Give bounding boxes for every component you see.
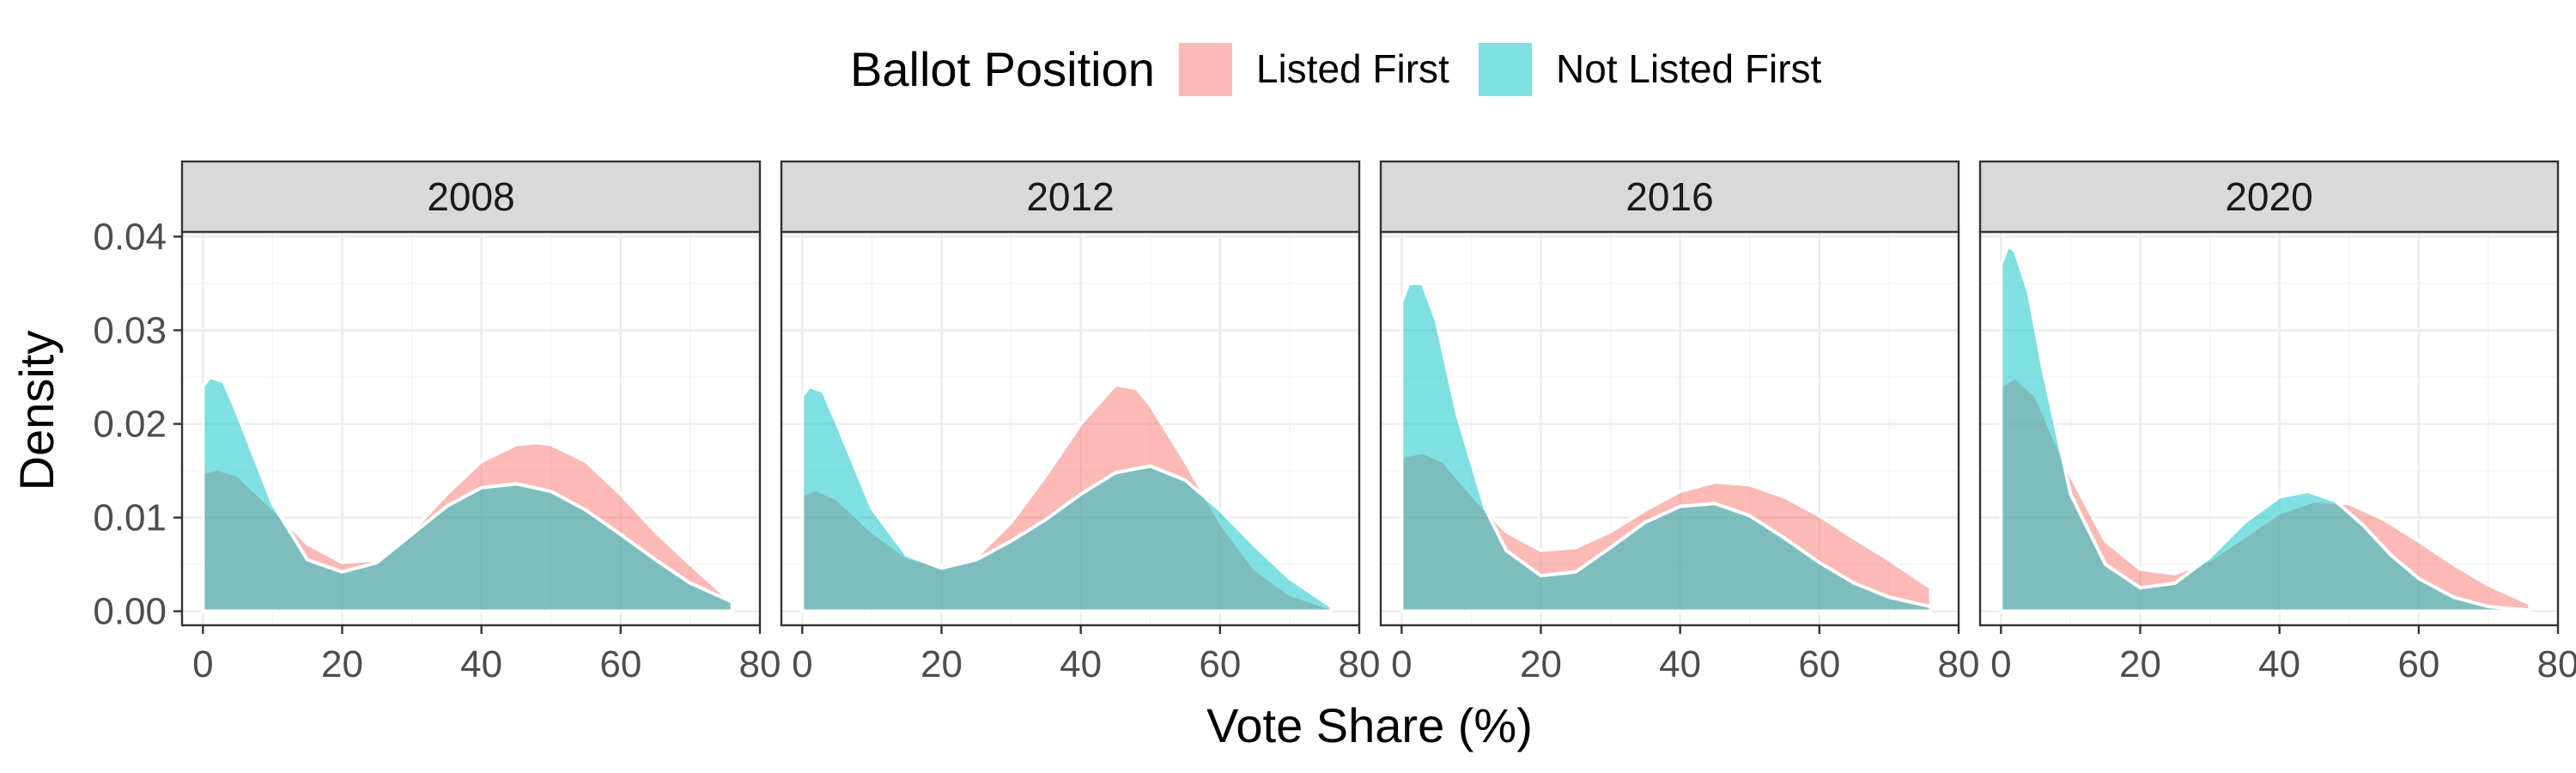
legend-title: Ballot Position <box>850 42 1155 96</box>
legend-label-0: Listed First <box>1256 46 1449 91</box>
panel-2016: 2016 0 20 40 60 80 <box>1379 160 1980 685</box>
panel-2008: 2008 0 20 40 60 80 <box>180 160 781 685</box>
x-axis-title: Vote Share (%) <box>1206 698 1533 752</box>
x-tick-label: 20 <box>920 643 963 685</box>
x-tick-label: 40 <box>460 643 502 685</box>
x-tick-label: 80 <box>1339 643 1381 685</box>
x-tick-label: 60 <box>1798 643 1840 685</box>
x-tick-label: 80 <box>1938 643 1980 685</box>
y-axis: 0.00 0.01 0.02 0.03 0.04 <box>93 216 182 633</box>
legend-label-1: Not Listed First <box>1556 46 1822 91</box>
x-tick-label: 0 <box>192 643 213 685</box>
x-tick-label: 0 <box>1391 643 1412 685</box>
y-tick-label: 0.04 <box>93 216 167 258</box>
area-not-listed-first <box>1999 244 2532 613</box>
x-tick-label: 20 <box>321 643 363 685</box>
y-tick-label: 0.02 <box>93 404 167 446</box>
x-tick-label: 0 <box>792 643 812 685</box>
legend-items: Listed First Not Listed First <box>1178 43 1822 96</box>
x-tick-label: 0 <box>1990 643 2011 685</box>
area-not-listed-first <box>800 384 1334 613</box>
legend: Ballot Position Listed First Not Listed F… <box>850 42 1822 96</box>
y-axis-title: Density <box>9 331 64 491</box>
strip-label: 2016 <box>1625 174 1713 219</box>
x-tick-label: 80 <box>739 643 781 685</box>
legend-key-1 <box>1479 43 1533 96</box>
y-tick-label: 0.01 <box>93 497 167 539</box>
x-tick-label: 40 <box>1060 643 1102 685</box>
strip-background <box>1978 160 2560 234</box>
area-not-listed-first <box>1400 281 1933 613</box>
y-tick-label: 0.03 <box>93 310 167 352</box>
strip-background <box>1379 160 1960 234</box>
x-tick-label: 60 <box>1199 643 1241 685</box>
y-tick-label: 0.00 <box>93 591 167 633</box>
area-not-listed-first <box>201 375 734 613</box>
x-tick-label: 40 <box>2258 643 2300 685</box>
x-tick-label: 60 <box>599 643 641 685</box>
strip-label: 2012 <box>1026 174 1114 219</box>
legend-key-0 <box>1178 43 1232 96</box>
x-tick-label: 20 <box>2119 643 2161 685</box>
panel-2020: 2020 0 20 40 60 80 <box>1978 160 2576 685</box>
strip-background <box>780 160 1361 234</box>
x-tick-label: 80 <box>2537 643 2576 685</box>
x-tick-label: 20 <box>1520 643 1562 685</box>
x-tick-label: 60 <box>2397 643 2439 685</box>
x-tick-label: 40 <box>1659 643 1701 685</box>
strip-label: 2008 <box>427 174 514 219</box>
strip-background <box>180 160 762 234</box>
strip-label: 2020 <box>2225 174 2312 219</box>
panel-2012: 2012 0 20 40 60 80 <box>780 160 1381 685</box>
